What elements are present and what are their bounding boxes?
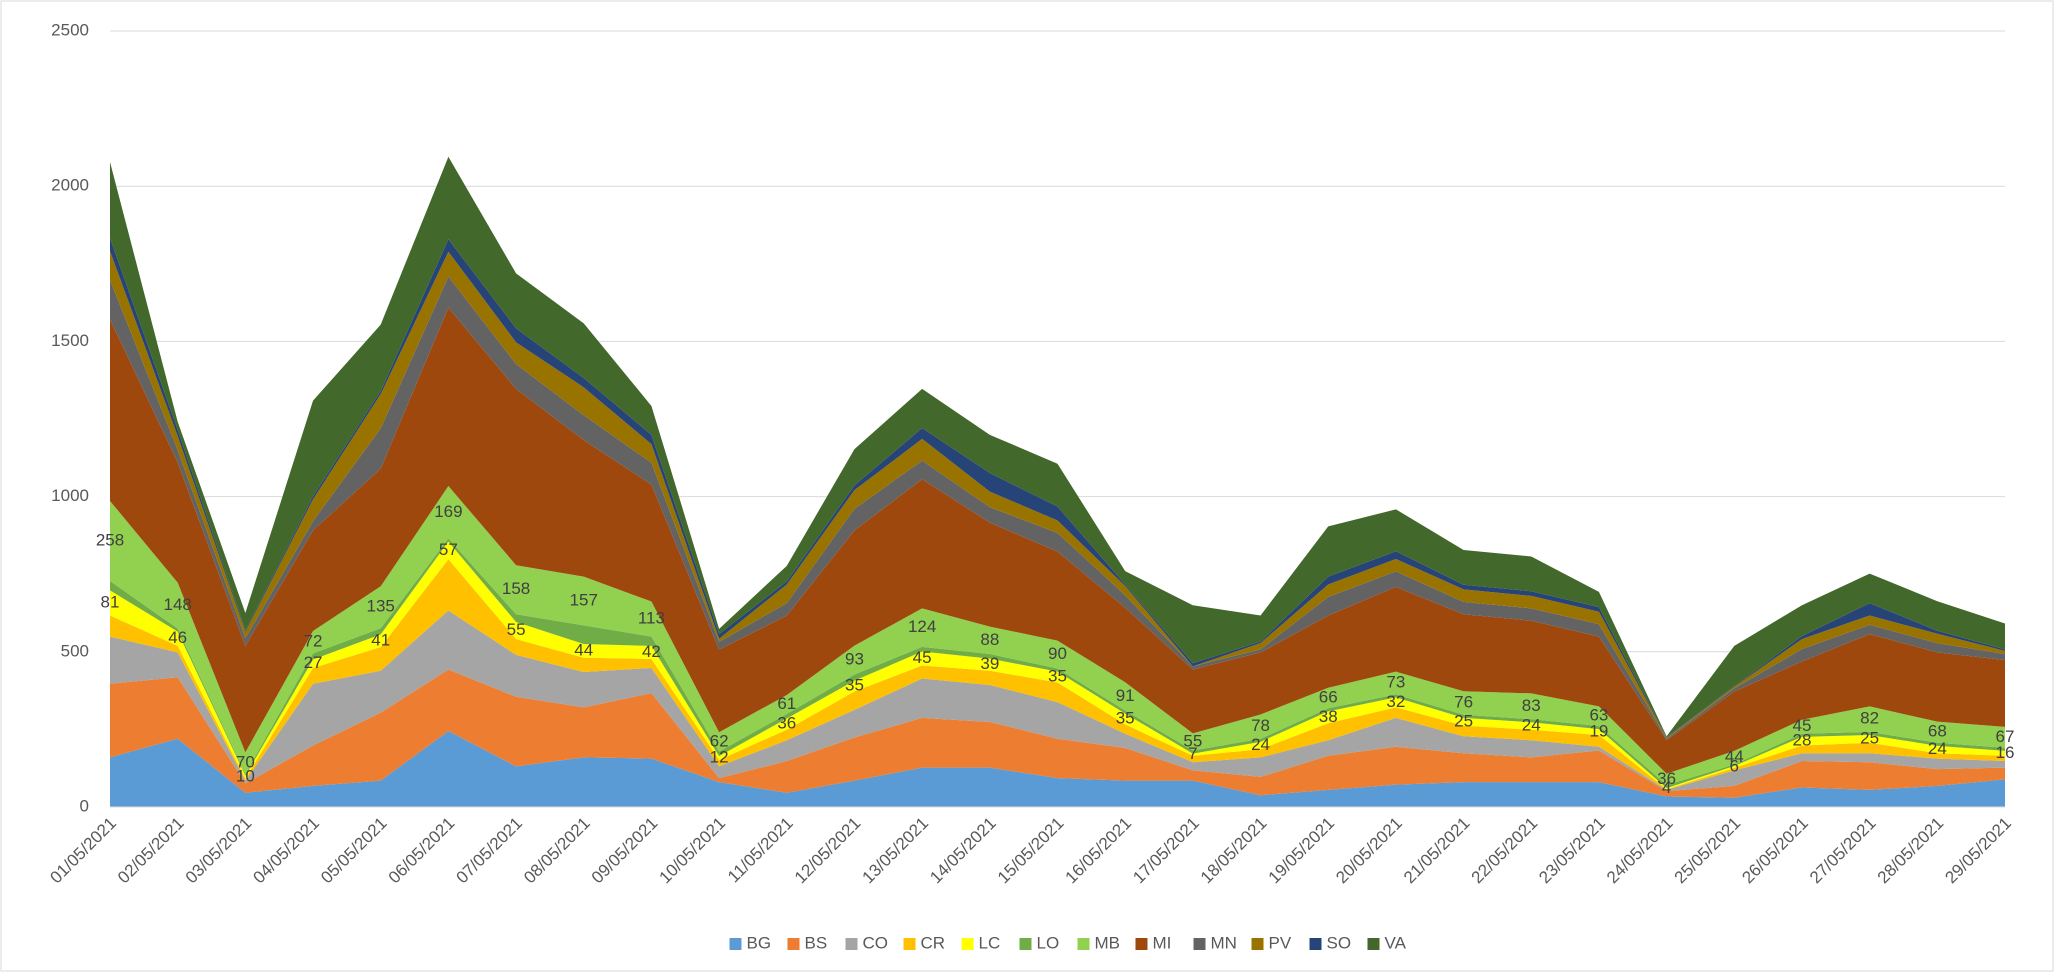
data-label: 41 [371, 630, 390, 649]
data-label: 70 [236, 753, 255, 772]
legend-label: LO [1037, 933, 1060, 952]
data-label: 42 [642, 642, 661, 661]
data-label: 66 [1319, 688, 1338, 707]
legend-swatch [845, 938, 858, 950]
data-label: 124 [908, 617, 936, 636]
data-label: 24 [1251, 735, 1270, 754]
y-tick-label: 1000 [51, 486, 89, 505]
data-label: 93 [845, 650, 864, 669]
data-label: 24 [1522, 715, 1541, 734]
data-label: 113 [638, 609, 665, 628]
data-label: 45 [1793, 716, 1812, 735]
legend-swatch [787, 938, 800, 950]
data-label: 73 [1386, 672, 1405, 691]
data-label: 258 [96, 530, 124, 549]
legend-swatch [1367, 938, 1380, 950]
legend-swatch [961, 938, 974, 950]
data-label: 44 [1725, 747, 1744, 766]
data-label: 55 [1183, 731, 1202, 750]
data-label: 46 [168, 628, 187, 647]
data-label: 67 [1996, 727, 2015, 746]
data-label: 148 [163, 595, 191, 614]
data-label: 81 [101, 592, 120, 611]
legend-label: MI [1153, 933, 1172, 952]
data-label: 35 [1048, 667, 1067, 686]
data-label: 55 [507, 620, 526, 639]
data-label: 19 [1589, 722, 1608, 741]
data-label: 45 [913, 648, 932, 667]
data-label: 157 [570, 591, 598, 610]
data-label: 158 [502, 579, 530, 598]
data-label: 90 [1048, 644, 1067, 663]
area [110, 307, 2005, 774]
data-label: 61 [777, 694, 796, 713]
data-label: 135 [367, 597, 395, 616]
legend-label: BS [805, 933, 828, 952]
area [110, 541, 2005, 790]
data-label: 35 [845, 676, 864, 695]
legend-label: MN [1211, 933, 1237, 952]
legend-label: VA [1385, 933, 1407, 952]
data-label: 7 [1188, 744, 1197, 763]
data-label: 169 [434, 502, 462, 521]
data-label: 76 [1454, 693, 1473, 712]
area [110, 610, 2005, 792]
data-label: 12 [710, 747, 729, 766]
legend-swatch [1309, 938, 1322, 950]
data-label: 68 [1928, 722, 1947, 741]
data-label: 6 [1730, 756, 1739, 775]
legend-label: BG [747, 933, 772, 952]
area [110, 559, 2005, 790]
area [110, 669, 2005, 798]
data-label: 25 [1860, 728, 1879, 747]
data-label: 36 [1657, 769, 1676, 788]
legend: BG BS CO CR LC LO MB MI MN PV SO VA [729, 933, 1407, 952]
data-label: 91 [1116, 686, 1135, 705]
data-label: 16 [1996, 743, 2015, 762]
data-label: 24 [1928, 739, 1947, 758]
data-label: 10 [236, 767, 255, 786]
data-label: 25 [1454, 711, 1473, 730]
area [110, 730, 2005, 807]
legend-label: CO [863, 933, 889, 952]
data-label: 83 [1522, 696, 1541, 715]
legend-swatch [1135, 938, 1148, 950]
data-label: 36 [777, 714, 796, 733]
y-tick-label: 2000 [51, 176, 89, 195]
legend-label: CR [921, 933, 946, 952]
legend-swatch [903, 938, 916, 950]
data-label: 88 [980, 630, 999, 649]
data-label: 63 [1589, 706, 1608, 725]
data-label: 39 [980, 654, 999, 673]
data-label: 62 [710, 731, 729, 750]
data-label: 4 [1662, 778, 1671, 797]
data-label: 44 [574, 640, 593, 659]
y-tick-label: 2500 [51, 20, 89, 39]
legend-label: SO [1327, 933, 1352, 952]
y-tick-label: 1500 [51, 331, 89, 350]
legend-label: MB [1095, 933, 1121, 952]
y-tick-label: 0 [80, 796, 89, 815]
legend-label: LC [979, 933, 1001, 952]
legend-swatch [729, 938, 742, 950]
legend-swatch [1019, 938, 1032, 950]
legend-swatch [1077, 938, 1090, 950]
data-label: 32 [1386, 692, 1405, 711]
data-label: 78 [1251, 716, 1270, 735]
data-label: 28 [1793, 731, 1812, 750]
area [110, 486, 2005, 785]
data-label: 35 [1116, 708, 1135, 727]
data-label: 82 [1860, 709, 1879, 728]
data-label: 72 [304, 632, 323, 651]
data-label: 57 [439, 540, 458, 559]
y-tick-label: 500 [61, 641, 89, 660]
legend-swatch [1251, 938, 1264, 950]
data-label: 38 [1319, 707, 1338, 726]
data-label: 27 [304, 653, 323, 672]
legend-swatch [1193, 938, 1206, 950]
legend-label: PV [1269, 933, 1292, 952]
